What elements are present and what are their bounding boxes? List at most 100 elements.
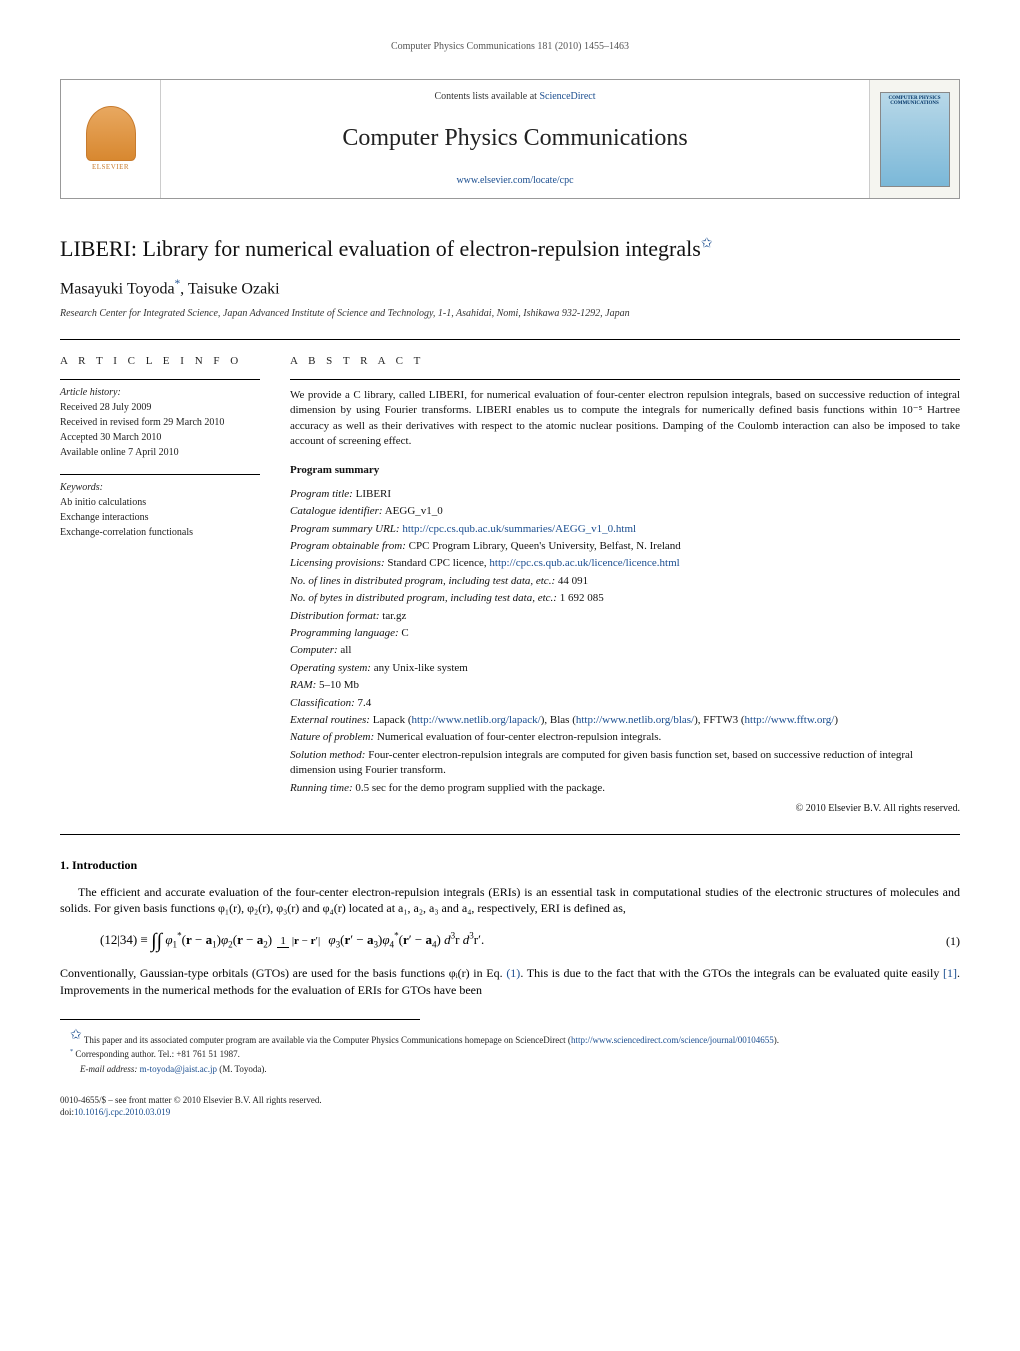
footnote-star-icon: ✩ <box>70 1028 82 1043</box>
banner-center: Contents lists available at ScienceDirec… <box>161 80 869 198</box>
abstract-column: A B S T R A C T We provide a C library, … <box>290 354 960 816</box>
ps-os: Operating system: any Unix-like system <box>290 661 960 676</box>
ps-cat-lbl: Catalogue identifier: <box>290 505 383 517</box>
ps-lic-pre: Standard CPC licence, <box>387 557 489 569</box>
sciencedirect-link[interactable]: ScienceDirect <box>539 91 595 102</box>
ps-nature-val: Numerical evaluation of four-center elec… <box>377 731 661 743</box>
journal-url: www.elsevier.com/locate/cpc <box>456 174 573 188</box>
accepted-date: Accepted 30 March 2010 <box>60 431 260 445</box>
ps-comp-val: all <box>340 644 351 656</box>
ps-url-lbl: Program summary URL: <box>290 523 400 535</box>
online-date: Available online 7 April 2010 <box>60 446 260 460</box>
ps-lang: Programming language: C <box>290 626 960 641</box>
journal-name: Computer Physics Communications <box>342 122 687 156</box>
meta-abstract-row: A R T I C L E I N F O Article history: R… <box>60 340 960 834</box>
fn-email-link[interactable]: m-toyoda@jaist.ac.jp <box>140 1064 217 1074</box>
ps-obtain: Program obtainable from: CPC Program Lib… <box>290 539 960 554</box>
ps-computer: Computer: all <box>290 643 960 658</box>
ps-lang-lbl: Programming language: <box>290 627 399 639</box>
footnotes-rule-block <box>60 1019 420 1026</box>
elsevier-tree-icon <box>86 106 136 161</box>
ps-class-val: 7.4 <box>358 697 372 709</box>
fn-email-who: (M. Toyoda). <box>219 1064 266 1074</box>
ps-ext-link1[interactable]: http://www.netlib.org/lapack/ <box>411 714 540 726</box>
bottom-matter: 0010-4655/$ – see front matter © 2010 El… <box>60 1094 960 1119</box>
ps-dist-lbl: Distribution format: <box>290 610 380 622</box>
ps-comp-lbl: Computer: <box>290 644 338 656</box>
ps-ext-link2[interactable]: http://www.netlib.org/blas/ <box>576 714 694 726</box>
issn-line: 0010-4655/$ – see front matter © 2010 El… <box>60 1094 960 1107</box>
title-block: LIBERI: Library for numerical evaluation… <box>60 234 960 321</box>
title-text: LIBERI: Library for numerical evaluation… <box>60 236 701 261</box>
fn-corr: Corresponding author. Tel.: +81 761 51 1… <box>75 1049 240 1059</box>
fn-star-link[interactable]: http://www.sciencedirect.com/science/jou… <box>571 1035 774 1045</box>
ps-obtain-lbl: Program obtainable from: <box>290 540 406 552</box>
ps-ext-mid2: ), FFTW3 ( <box>694 714 744 726</box>
ps-ext-mid: ), Blas ( <box>541 714 576 726</box>
rule-info <box>60 379 260 380</box>
ps-solution: Solution method: Four-center electron-re… <box>290 748 960 779</box>
abstract-copyright: © 2010 Elsevier B.V. All rights reserved… <box>290 802 960 816</box>
ps-nature: Nature of problem: Numerical evaluation … <box>290 730 960 745</box>
title-star-note[interactable]: ✩ <box>701 237 713 252</box>
fn-star-a: This paper and its associated computer p… <box>84 1035 571 1045</box>
fn-email-lbl: E-mail address: <box>80 1064 137 1074</box>
ps-title: Program title: LIBERI <box>290 487 960 502</box>
ps-nature-lbl: Nature of problem: <box>290 731 374 743</box>
ps-ext-pre: Lapack ( <box>373 714 412 726</box>
ps-lines: No. of lines in distributed program, inc… <box>290 574 960 589</box>
ps-bytes-val: 1 692 085 <box>560 592 604 604</box>
p2b: . This is due to the fact that with the … <box>520 966 943 980</box>
doi-line: doi:10.1016/j.cpc.2010.03.019 <box>60 1106 960 1119</box>
ps-catalogue: Catalogue identifier: AEGG_v1_0 <box>290 504 960 519</box>
revised-date: Received in revised form 29 March 2010 <box>60 416 260 430</box>
journal-url-link[interactable]: www.elsevier.com/locate/cpc <box>456 175 573 186</box>
article-info-heading: A R T I C L E I N F O <box>60 354 260 369</box>
doi-link[interactable]: 10.1016/j.cpc.2010.03.019 <box>74 1107 170 1117</box>
ps-licence: Licensing provisions: Standard CPC licen… <box>290 556 960 571</box>
ps-lic-lbl: Licensing provisions: <box>290 557 385 569</box>
affiliation: Research Center for Integrated Science, … <box>60 307 960 321</box>
authors: Masayuki Toyoda*, Taisuke Ozaki <box>60 277 960 301</box>
ps-url-link[interactable]: http://cpc.cs.qub.ac.uk/summaries/AEGG_v… <box>402 523 636 535</box>
elsevier-logo: ELSEVIER <box>76 97 146 182</box>
eq-ref-1[interactable]: (1) <box>506 966 520 980</box>
publisher-logo-cell: ELSEVIER <box>61 80 161 198</box>
footnote-corresponding: * Corresponding author. Tel.: +81 761 51… <box>60 1048 960 1061</box>
program-summary-heading: Program summary <box>290 463 960 478</box>
rule-bottom-abstract <box>60 834 960 835</box>
intro-para-2: Conventionally, Gaussian-type orbitals (… <box>60 965 960 999</box>
footnotes: ✩ This paper and its associated computer… <box>60 1026 960 1076</box>
ps-ram: RAM: 5–10 Mb <box>290 678 960 693</box>
ps-ram-lbl: RAM: <box>290 679 316 691</box>
history-label: Article history: <box>60 386 260 400</box>
footnote-corr-icon: * <box>70 1048 73 1055</box>
contents-text: Contents lists available at <box>434 91 539 102</box>
ps-lic-link[interactable]: http://cpc.cs.qub.ac.uk/licence/licence.… <box>489 557 679 569</box>
page: Computer Physics Communications 181 (201… <box>0 0 1020 1159</box>
keywords-label: Keywords: <box>60 481 260 495</box>
abstract-heading: A B S T R A C T <box>290 354 960 369</box>
ps-os-lbl: Operating system: <box>290 662 371 674</box>
keyword-3: Exchange-correlation functionals <box>60 526 260 540</box>
ps-sol-lbl: Solution method: <box>290 749 365 761</box>
doi-lbl: doi: <box>60 1107 74 1117</box>
ps-ext-end: ) <box>834 714 838 726</box>
author-2: , Taisuke Ozaki <box>180 280 279 297</box>
ps-class-lbl: Classification: <box>290 697 355 709</box>
equation-1: (12|34) ≡ ∫∫ φ1*(r − a1)φ2(r − a2) 1|r −… <box>60 927 920 955</box>
ps-ext-lbl: External routines: <box>290 714 370 726</box>
footnote-email: E-mail address: m-toyoda@jaist.ac.jp (M.… <box>60 1063 960 1076</box>
received-date: Received 28 July 2009 <box>60 401 260 415</box>
publisher-name: ELSEVIER <box>92 163 129 173</box>
rule-kw <box>60 474 260 475</box>
cover-cell: COMPUTER PHYSICS COMMUNICATIONS <box>869 80 959 198</box>
ps-class: Classification: 7.4 <box>290 696 960 711</box>
ps-ext-link3[interactable]: http://www.fftw.org/ <box>745 714 835 726</box>
author-1: Masayuki Toyoda <box>60 280 175 297</box>
cite-ref-1[interactable]: [1] <box>943 966 957 980</box>
fn-star-b: ). <box>774 1035 779 1045</box>
keyword-2: Exchange interactions <box>60 511 260 525</box>
footnote-star: ✩ This paper and its associated computer… <box>60 1026 960 1047</box>
abstract-text: We provide a C library, called LIBERI, f… <box>290 388 960 450</box>
